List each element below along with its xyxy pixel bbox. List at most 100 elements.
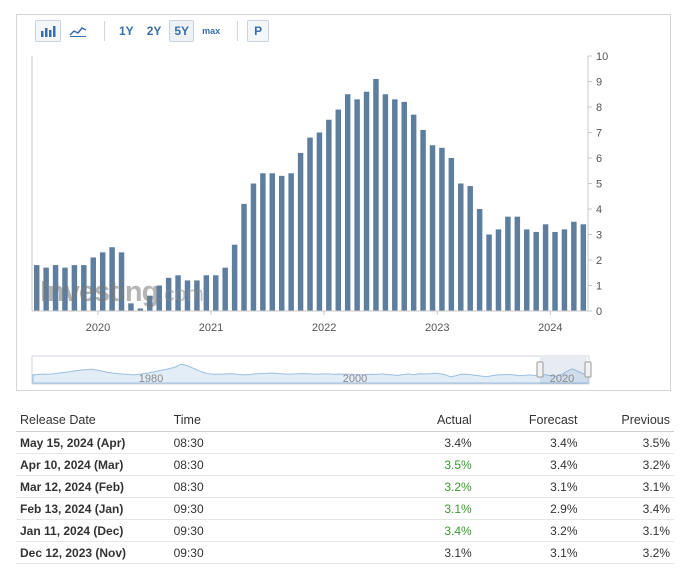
bar-2023-04[interactable]	[467, 186, 473, 311]
bar-2023-03[interactable]	[458, 183, 464, 312]
range-1y-button[interactable]: 1Y	[119, 24, 134, 38]
actual-cell: 3.1%	[380, 497, 476, 520]
navigator-series	[32, 363, 589, 384]
previous-cell: 3.4%	[581, 497, 674, 520]
range-max-button[interactable]: max	[202, 26, 221, 36]
toolbar-divider	[104, 21, 105, 41]
bar-2022-07[interactable]	[382, 94, 389, 311]
line-chart-button[interactable]	[64, 20, 92, 42]
bar-2023-06[interactable]	[486, 234, 492, 312]
bar-2023-07[interactable]	[495, 229, 502, 311]
bar-2021-05[interactable]	[250, 183, 257, 312]
bar-2022-11[interactable]	[420, 129, 426, 311]
release-date-cell: May 15, 2024 (Apr)	[16, 431, 170, 454]
actual-cell: 3.4%	[380, 431, 476, 454]
bar-2022-08[interactable]	[392, 99, 398, 311]
header-forecast[interactable]: Forecast	[475, 409, 582, 432]
bar-2020-01[interactable]	[99, 252, 106, 311]
bar-2020-02[interactable]	[109, 247, 115, 311]
bar-2023-09[interactable]	[514, 216, 521, 311]
navigator-left-handle[interactable]	[536, 361, 544, 378]
table-row: Feb 13, 2024 (Jan) 09:30 3.1% 2.9% 3.4%	[16, 497, 674, 520]
bar-2021-03[interactable]	[231, 244, 238, 311]
bar-2020-06[interactable]	[147, 295, 153, 311]
previous-cell: 3.1%	[581, 519, 674, 542]
bar-2021-06[interactable]	[260, 173, 266, 311]
bar-2020-05[interactable]	[137, 308, 144, 311]
navigator-selection[interactable]	[540, 357, 587, 384]
navigator: 1980 2000 2020	[31, 355, 592, 385]
bar-2019-09[interactable]	[62, 267, 68, 311]
release-date-cell: Feb 13, 2024 (Jan)	[16, 497, 170, 520]
previous-cell: 3.2%	[581, 541, 674, 564]
bar-2021-12[interactable]	[316, 132, 323, 312]
toolbar-divider	[237, 21, 239, 41]
header-time[interactable]: Time	[169, 409, 381, 432]
bar-2022-09[interactable]	[401, 101, 407, 312]
bar-2019-12[interactable]	[90, 257, 96, 311]
bar-2024-03[interactable]	[571, 221, 577, 311]
bar-2023-08[interactable]	[505, 216, 511, 311]
bar-2020-10[interactable]	[184, 280, 191, 311]
bar-2022-01[interactable]	[326, 119, 332, 311]
bar-chart-button[interactable]	[35, 20, 61, 42]
bar-2021-04[interactable]	[241, 203, 247, 311]
bar-2019-11[interactable]	[81, 265, 87, 311]
bar-2021-01[interactable]	[213, 275, 219, 311]
table-row: Apr 10, 2024 (Mar) 08:30 3.5% 3.4% 3.2%	[16, 453, 674, 476]
bar-2023-11[interactable]	[533, 231, 539, 311]
bar-2021-02[interactable]	[222, 267, 228, 311]
bar-2020-04[interactable]	[128, 303, 134, 311]
percent-toggle-button[interactable]: P	[247, 20, 270, 42]
release-date-cell: Apr 10, 2024 (Mar)	[16, 453, 170, 476]
bar-2022-02[interactable]	[335, 109, 342, 311]
bar-2020-07[interactable]	[156, 285, 162, 312]
bar-2022-06[interactable]	[373, 78, 379, 311]
bar-2021-09[interactable]	[288, 173, 294, 311]
x-tick-label-2021: 2021	[199, 322, 223, 334]
bar-2019-08[interactable]	[52, 265, 59, 311]
bar-2022-05[interactable]	[363, 91, 370, 311]
bar-2020-03[interactable]	[118, 252, 125, 311]
forecast-cell: 3.1%	[475, 541, 582, 564]
bar-2019-07[interactable]	[43, 267, 49, 311]
range-2y-button[interactable]: 2Y	[146, 24, 162, 38]
line-chart-icon	[69, 27, 87, 37]
bar-2024-01[interactable]	[552, 231, 558, 311]
previous-cell: 3.1%	[581, 475, 674, 498]
bar-2023-10[interactable]	[524, 229, 530, 311]
header-release-date[interactable]: Release Date	[16, 409, 170, 432]
bar-2020-12[interactable]	[203, 275, 210, 311]
y-tick-label-2: 2	[596, 255, 602, 267]
bar-2023-12[interactable]	[542, 224, 549, 311]
bar-2019-06[interactable]	[33, 265, 40, 311]
forecast-cell: 3.4%	[475, 431, 582, 454]
y-tick-label-4: 4	[596, 204, 602, 216]
navigator-right-handle[interactable]	[584, 361, 592, 378]
bar-2021-10[interactable]	[297, 152, 304, 311]
bar-2024-04[interactable]	[580, 224, 587, 311]
bar-2020-09[interactable]	[175, 275, 181, 311]
bar-2023-01[interactable]	[439, 147, 445, 311]
bar-chart: 0 1 2 3 4 5 6 7 8 9 10 2020 2021 2022 2023 2024	[31, 51, 608, 334]
bar-2022-12[interactable]	[429, 145, 436, 311]
bar-2021-08[interactable]	[279, 175, 285, 311]
forecast-cell: 3.2%	[475, 519, 582, 542]
bar-2022-10[interactable]	[410, 114, 417, 312]
y-tick-label-10: 10	[596, 51, 608, 63]
bar-2023-02[interactable]	[448, 158, 455, 311]
bar-2022-04[interactable]	[354, 99, 360, 311]
range-5y-button[interactable]: 5Y	[169, 20, 195, 42]
bar-2021-11[interactable]	[307, 137, 313, 311]
bar-2023-05[interactable]	[476, 209, 483, 311]
bar-2020-08[interactable]	[165, 277, 172, 311]
header-previous[interactable]: Previous	[581, 409, 674, 432]
bar-2019-10[interactable]	[71, 265, 78, 311]
table-row: Jan 11, 2024 (Dec) 09:30 3.4% 3.2% 3.1%	[16, 519, 674, 542]
bar-2022-03[interactable]	[344, 94, 351, 311]
bar-2021-07[interactable]	[269, 173, 276, 311]
bar-2024-02[interactable]	[561, 229, 568, 311]
header-actual[interactable]: Actual	[380, 409, 476, 432]
release-date-cell: Jan 11, 2024 (Dec)	[16, 519, 170, 542]
bar-2020-11[interactable]	[194, 280, 200, 311]
